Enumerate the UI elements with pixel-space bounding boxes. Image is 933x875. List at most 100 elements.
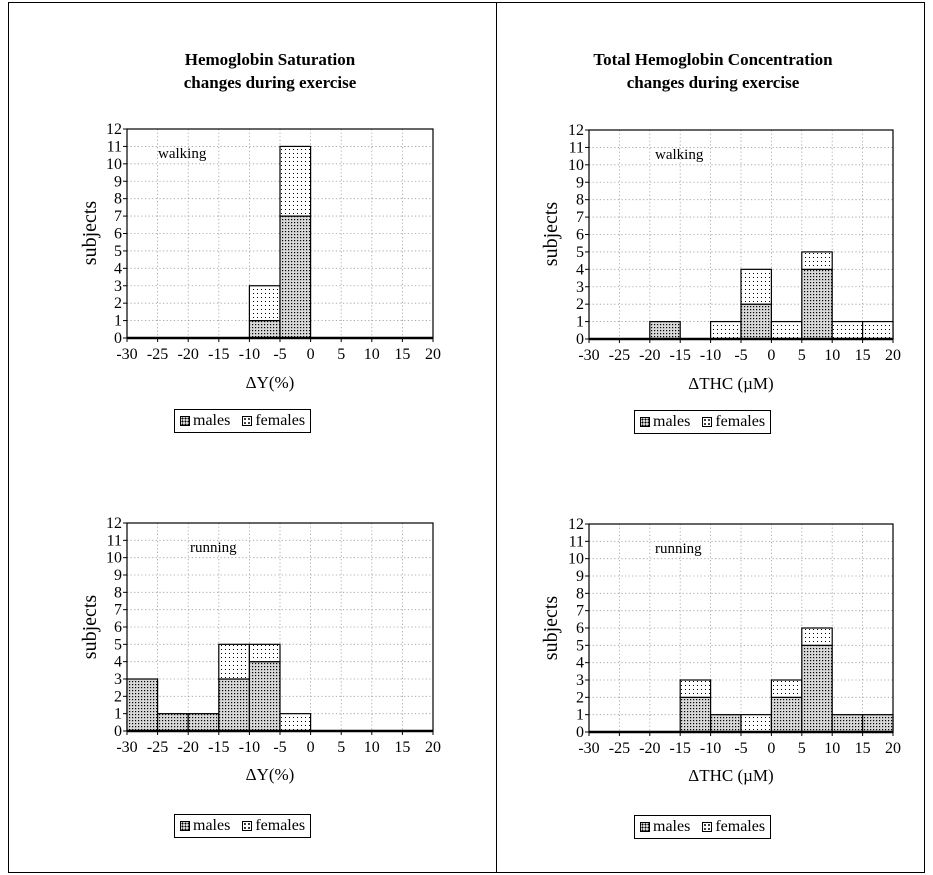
legend-walking-thc: males females [634,410,772,434]
walking-thc-ytick-label: 6 [576,227,584,244]
walking-saturation-xtick-label: 5 [337,346,345,363]
walking-thc-ytick-label: 12 [568,122,584,139]
title-saturation-line-1: Hemoglobin Saturation [184,50,356,69]
walking-saturation-ytick-label: 2 [114,295,122,312]
running-thc-bar-males [801,644,833,733]
running-saturation-ytick-label: 4 [114,654,122,671]
running-saturation-ytick-label: 6 [114,619,122,636]
running-saturation-bar-females [248,643,281,663]
legend-label-males: males [193,817,231,834]
legend-label-males: males [653,818,691,835]
running-saturation-bar-males [126,678,159,732]
walking-saturation-xtick-label: -10 [239,346,260,363]
walking-saturation-xtick-label: 20 [425,346,441,363]
walking-thc-bar-males [649,320,681,340]
running-saturation-ytick-label: 5 [114,636,122,653]
running-thc-ytick-label: 4 [576,655,584,672]
running-thc-xtick-label: -20 [639,740,660,757]
walking-thc-xtick-label: -25 [609,347,630,364]
walking-saturation-xtick-label: -20 [178,346,199,363]
running-thc-bar-females [740,714,772,733]
walking-thc-bar-males [801,268,833,340]
walking-thc-xtick-label: 0 [767,347,775,364]
running-thc-ytick-label: 10 [568,551,584,568]
walking-saturation-xtick-label: -15 [208,346,229,363]
title-thc-line-2: changes during exercise [626,73,800,92]
walking-saturation-xtick-label: 10 [364,346,380,363]
running-saturation-bar-males [248,661,281,732]
walking-thc-ytick-label: 5 [576,244,584,261]
running-saturation-ytick-label: 12 [106,515,122,532]
walking-thc-ylabel: subjects [540,202,562,267]
running-saturation-bar-males [218,678,251,732]
walking-thc-xtick-label: -5 [734,347,747,364]
walking-thc-bar-females [831,320,864,340]
running-saturation-bar-males [187,713,220,732]
walking-saturation-ytick-label: 4 [114,260,122,277]
legend-label-males: males [193,412,231,429]
running-thc-ytick-label: 9 [576,568,584,585]
running-thc-xtick-label: -10 [700,740,721,757]
figure-frame [8,2,925,873]
walking-thc-ytick-label: 9 [576,174,584,191]
walking-saturation-ytick-label: 1 [114,313,122,330]
running-saturation-ytick-label: 9 [114,567,122,584]
running-thc-ytick-label: 2 [576,689,584,706]
running-thc-annotation: running [655,541,702,557]
running-thc-xtick-label: -30 [578,740,599,757]
running-saturation-bar-females [279,713,312,732]
walking-thc-bar-females [801,251,833,270]
running-thc-bar-males [831,714,864,733]
running-saturation-xtick-label: -25 [147,739,168,756]
legend-label-females: females [255,817,306,834]
running-saturation-ytick-label: 8 [114,584,122,601]
running-saturation-bar-females [218,643,251,680]
walking-thc-xtick-label: 20 [885,347,901,364]
walking-thc-xtick-label: -10 [700,347,721,364]
walking-saturation-ytick-label: 8 [114,191,122,208]
running-saturation-bar-males [157,713,189,732]
legend-swatch-males [180,821,190,831]
walking-saturation-ytick-label: 10 [106,156,122,173]
walking-saturation-ytick-label: 9 [114,173,122,190]
legend-swatch-females [242,821,253,831]
legend-walking-saturation: males females [174,409,312,433]
running-saturation-xtick-label: -20 [178,739,199,756]
running-thc-ytick-label: 11 [569,533,584,550]
walking-thc-bar-males [740,303,772,340]
walking-thc-ytick-label: 7 [576,209,584,226]
running-thc-xtick-label: -25 [609,740,630,757]
running-thc-xtick-label: 20 [885,740,901,757]
walking-thc-ytick-label: 0 [576,331,584,348]
walking-thc-bar-females [861,320,894,340]
running-thc-xtick-label: 0 [767,740,775,757]
walking-saturation-xlabel: ΔY(%) [246,373,295,392]
legend-running-thc: males females [634,815,772,839]
walking-thc-bar-females [709,320,742,340]
running-saturation-xtick-label: 10 [364,739,380,756]
walking-saturation-xtick-label: -5 [273,346,286,363]
walking-saturation-ylabel: subjects [79,201,101,266]
legend-swatch-females [242,416,253,426]
legend-label-females: females [715,818,766,835]
walking-saturation-bar-males [248,319,281,339]
running-saturation-ytick-label: 7 [114,602,122,619]
running-saturation-ytick-label: 10 [106,550,122,567]
running-thc-ylabel: subjects [540,596,562,661]
walking-saturation-ytick-label: 6 [114,226,122,243]
title-thc-line-1: Total Hemoglobin Concentration [593,50,833,69]
walking-thc-ytick-label: 8 [576,192,584,209]
title-thc: Total Hemoglobin Concentration changes d… [548,48,878,94]
running-thc-bar-females [801,627,833,646]
running-thc-xtick-label: 5 [798,740,806,757]
legend-swatch-males [640,417,650,427]
running-saturation-ytick-label: 3 [114,671,122,688]
legend-swatch-males [640,822,650,832]
walking-saturation-bar-females [279,145,312,217]
running-thc-xtick-label: 10 [824,740,840,757]
legend-label-males: males [653,413,691,430]
walking-saturation-ytick-label: 3 [114,278,122,295]
